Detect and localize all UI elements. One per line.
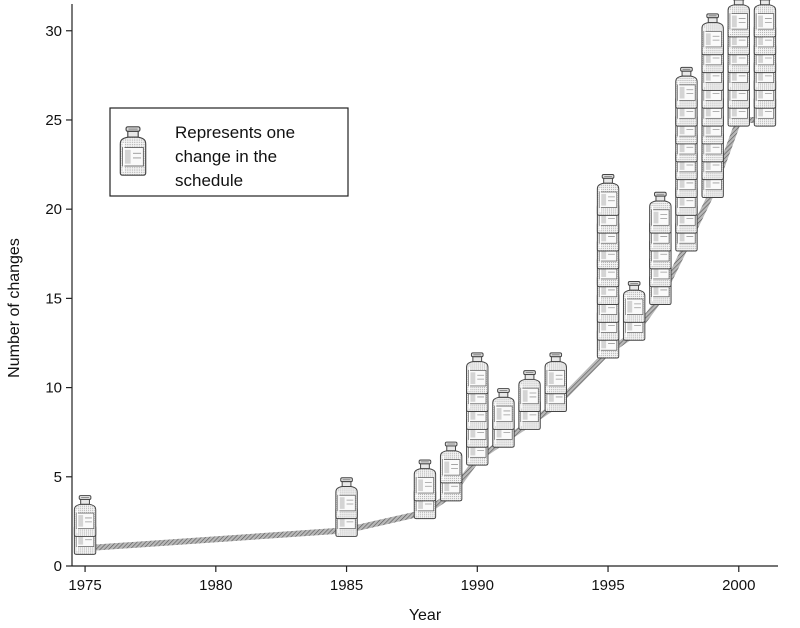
vial-marker [544,352,568,395]
legend-box [109,107,349,197]
y-tick-label: 10 [45,380,62,397]
x-axis-ticks: 1975 1980 1985 1990 1995 2000 [68,566,755,594]
vial-marker [413,459,437,502]
y-axis-title: Number of changes [6,238,23,378]
vial-marker [518,370,541,413]
vial-marker [727,0,751,38]
vial-marker [622,280,646,323]
vial-markers [73,0,777,555]
vial-marker [492,387,515,431]
x-axis-title: Year [409,607,442,624]
vial-marker [73,494,97,538]
vial-marker [649,191,672,234]
x-tick-label: 1980 [199,577,232,594]
vial-marker [701,13,724,56]
y-tick-label: 25 [45,112,62,129]
x-tick-label: 1995 [591,577,624,594]
y-axis-ticks: 0 5 10 15 20 25 30 [45,23,72,575]
vial-marker [335,477,358,520]
vial-marker [439,441,463,484]
legend-line-2: change in the [175,147,277,166]
x-tick-label: 1985 [330,577,363,594]
legend-line-1: Represents one [175,123,295,142]
y-tick-label: 20 [45,201,62,218]
x-tick-label: 2000 [722,577,755,594]
legend: Represents one change in the schedule [109,107,349,197]
y-tick-label: 30 [45,23,62,40]
vial-marker [465,352,489,395]
y-tick-label: 5 [54,469,62,486]
vial-marker [753,0,777,38]
x-tick-label: 1990 [461,577,494,594]
y-tick-label: 15 [45,290,62,307]
y-tick-label: 0 [54,558,62,575]
legend-line-3: schedule [175,171,243,190]
vial-marker [596,173,620,216]
vial-marker [675,66,698,109]
x-tick-label: 1975 [68,577,101,594]
